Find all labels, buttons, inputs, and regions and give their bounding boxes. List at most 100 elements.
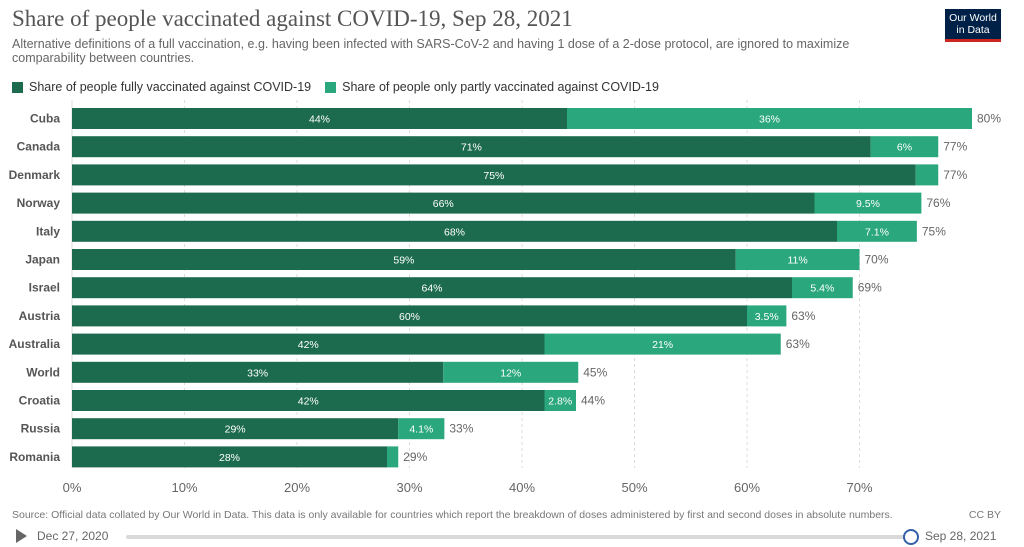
bar-partly-world[interactable] <box>443 361 579 383</box>
bar-fully-israel[interactable] <box>72 277 792 299</box>
total-label-canada: 77% <box>943 140 967 154</box>
logo-line-1: Our World <box>949 12 997 24</box>
bar-fully-denmark[interactable] <box>72 164 916 186</box>
x-tick-label-20: 20% <box>284 480 310 495</box>
country-label-japan: Japan <box>25 253 60 267</box>
timeline-handle[interactable] <box>903 529 919 545</box>
chart-title: Share of people vaccinated against COVID… <box>12 6 573 31</box>
bar-partly-russia[interactable] <box>398 418 445 440</box>
data-label-partly-israel: 5.4% <box>810 283 834 295</box>
play-icon[interactable] <box>16 529 27 543</box>
logo-line-2: in Data <box>956 23 990 36</box>
x-tick-label-30: 30% <box>396 480 422 495</box>
bar-fully-russia[interactable] <box>72 418 399 440</box>
bar-partly-romania[interactable] <box>387 446 399 468</box>
total-label-cuba: 80% <box>977 112 1001 126</box>
data-label-fully-romania: 28% <box>219 452 240 464</box>
license-link[interactable]: CC BY <box>968 509 1001 521</box>
owid-logo[interactable]: Our World in Data <box>945 9 1001 42</box>
bar-partly-cuba[interactable] <box>567 108 972 129</box>
data-label-partly-norway: 9.5% <box>856 198 880 210</box>
legend-label-fully-vaccinated: Share of people fully vaccinated against… <box>29 80 312 94</box>
data-label-partly-canada: 6% <box>897 142 912 154</box>
data-label-fully-norway: 66% <box>433 198 454 210</box>
timeline: Dec 27, 2020 Sep 28, 2021 <box>0 525 1024 547</box>
bar-partly-austria[interactable] <box>747 305 787 327</box>
data-label-fully-world: 33% <box>247 367 268 379</box>
x-tick-label-70: 70% <box>846 480 872 495</box>
data-label-partly-russia: 4.1% <box>409 424 433 436</box>
bar-fully-japan[interactable] <box>72 249 736 270</box>
data-label-fully-japan: 59% <box>393 255 414 267</box>
x-tick-label-0: 0% <box>63 480 82 495</box>
bar-partly-canada[interactable] <box>870 136 939 158</box>
legend-item-fully-vaccinated[interactable]: Share of people fully vaccinated against… <box>12 80 311 94</box>
data-label-fully-austria: 60% <box>399 311 420 323</box>
total-label-norway: 76% <box>926 196 950 210</box>
country-label-norway: Norway <box>17 196 61 210</box>
total-label-russia: 33% <box>449 422 473 436</box>
data-label-partly-world: 12% <box>500 367 521 379</box>
x-tick-label-40: 40% <box>509 480 535 495</box>
total-label-israel: 69% <box>858 281 882 295</box>
total-label-world: 45% <box>583 365 607 379</box>
country-label-croatia: Croatia <box>19 394 61 408</box>
data-label-partly-croatia: 2.8% <box>548 396 572 408</box>
timeline-end-label: Sep 28, 2021 <box>925 529 997 543</box>
country-label-romania: Romania <box>9 450 60 464</box>
bar-fully-australia[interactable] <box>72 333 545 355</box>
bar-partly-norway[interactable] <box>814 192 922 214</box>
data-label-fully-italy: 68% <box>444 226 465 238</box>
data-label-partly-austria: 3.5% <box>755 311 779 323</box>
x-tick-label-50: 50% <box>621 480 647 495</box>
country-label-world: World <box>26 365 60 379</box>
bar-partly-australia[interactable] <box>544 333 781 355</box>
data-label-partly-italy: 7.1% <box>865 226 889 238</box>
x-tick-label-60: 60% <box>734 480 760 495</box>
bar-fully-cuba[interactable] <box>72 108 567 129</box>
chart-subtitle: Alternative definitions of a full vaccin… <box>12 37 850 65</box>
bar-partly-italy[interactable] <box>837 220 917 242</box>
bar-fully-world[interactable] <box>72 361 444 383</box>
total-label-croatia: 44% <box>581 394 605 408</box>
x-tick-label-10: 10% <box>171 480 197 495</box>
bar-partly-croatia[interactable] <box>544 390 577 411</box>
country-label-australia: Australia <box>9 337 61 351</box>
legend-label-partly-vaccinated: Share of people only partly vaccinated a… <box>342 80 659 94</box>
timeline-track[interactable] <box>126 535 906 539</box>
bar-fully-canada[interactable] <box>72 136 871 158</box>
country-label-denmark: Denmark <box>9 168 61 182</box>
data-label-fully-australia: 42% <box>298 339 319 351</box>
data-label-partly-australia: 21% <box>652 339 673 351</box>
country-label-israel: Israel <box>29 281 60 295</box>
stacked-bar-chart: 0% 10% 20% 30% 40% 50% 60% 70% Cuba 44% 36% 80% Cana… <box>9 100 1001 495</box>
country-label-russia: Russia <box>21 422 61 436</box>
source-note: Source: Official data collated by Our Wo… <box>12 509 893 521</box>
data-label-fully-israel: 64% <box>421 283 442 295</box>
bar-fully-croatia[interactable] <box>72 390 545 411</box>
data-label-fully-croatia: 42% <box>298 396 319 408</box>
total-label-japan: 70% <box>865 253 889 267</box>
data-label-fully-cuba: 44% <box>309 114 330 126</box>
legend-item-partly-vaccinated[interactable]: Share of people only partly vaccinated a… <box>325 80 659 94</box>
country-label-canada: Canada <box>17 140 61 154</box>
bar-partly-denmark[interactable] <box>915 164 939 186</box>
bar-partly-japan[interactable] <box>735 249 860 270</box>
legend-swatch-partly-vaccinated <box>325 81 337 93</box>
bar-fully-norway[interactable] <box>72 192 815 214</box>
data-label-fully-denmark: 75% <box>483 170 504 182</box>
total-label-romania: 29% <box>403 450 427 464</box>
bar-partly-israel[interactable] <box>792 277 853 299</box>
data-label-partly-cuba: 36% <box>759 114 780 126</box>
country-label-italy: Italy <box>36 224 60 238</box>
total-label-denmark: 77% <box>943 168 967 182</box>
total-label-italy: 75% <box>922 224 946 238</box>
country-label-cuba: Cuba <box>30 112 60 126</box>
bar-fully-italy[interactable] <box>72 220 837 242</box>
total-label-austria: 63% <box>791 309 815 323</box>
bar-fully-austria[interactable] <box>72 305 747 327</box>
bar-fully-romania[interactable] <box>72 446 387 468</box>
data-label-fully-canada: 71% <box>461 142 482 154</box>
total-label-australia: 63% <box>786 337 810 351</box>
country-label-austria: Austria <box>19 309 61 323</box>
